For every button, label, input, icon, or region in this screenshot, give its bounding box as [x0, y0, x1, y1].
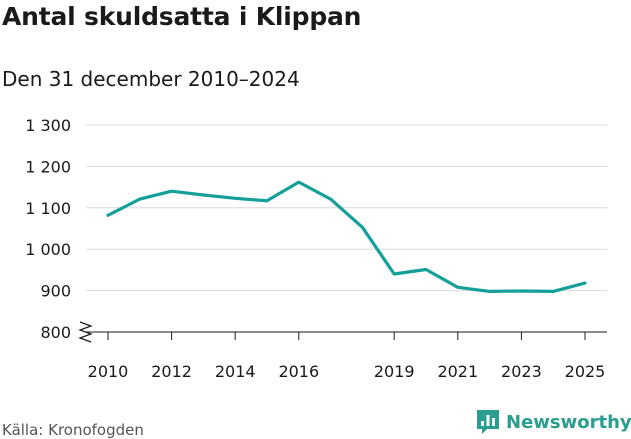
x-axis-ticks: 2010 2012 2014 2016 2019 2021 2023 2025	[88, 332, 606, 381]
brand-logo: Newsworthy	[476, 409, 631, 435]
y-tick-label-1100: 1 100	[25, 199, 71, 218]
x-tick-label-2014: 2014	[215, 362, 256, 381]
y-tick-label-1300: 1 300	[25, 116, 71, 135]
y-tick-label-1000: 1 000	[25, 240, 71, 259]
series-layer	[106, 180, 587, 293]
x-tick-label-2021: 2021	[437, 362, 478, 381]
x-tick-label-2019: 2019	[374, 362, 415, 381]
newsworthy-logo-icon	[477, 410, 499, 434]
x-tick-label-2016: 2016	[278, 362, 319, 381]
axis-break-icon	[78, 321, 93, 343]
chart-title: Antal skuldsatta i Klippan	[2, 2, 362, 31]
source-note: Källa: Kronofogden	[2, 421, 144, 439]
x-tick-label-2012: 2012	[151, 362, 192, 381]
y-tick-label-900: 900	[40, 282, 71, 301]
chart-subtitle: Den 31 december 2010–2024	[2, 67, 300, 91]
series-line-0	[106, 180, 587, 293]
x-tick-label-2025: 2025	[565, 362, 606, 381]
gridlines	[78, 124, 607, 343]
x-tick-label-2023: 2023	[501, 362, 542, 381]
y-tick-label-800: 800	[40, 323, 71, 342]
y-tick-label-1200: 1 200	[25, 157, 71, 176]
x-tick-label-2010: 2010	[88, 362, 129, 381]
y-axis-ticks: 800 900 1 000 1 100 1 200 1 300	[25, 116, 71, 342]
brand-name: Newsworthy	[506, 411, 631, 433]
